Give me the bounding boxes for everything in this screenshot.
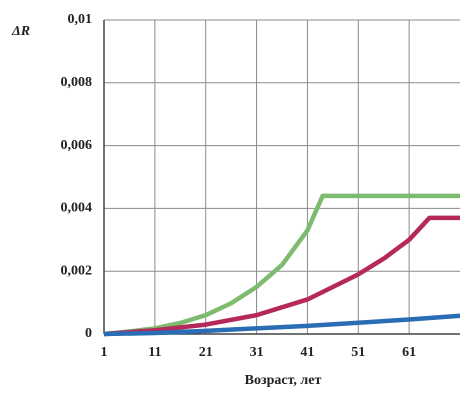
y-tick-label: 0,008 [61, 75, 93, 90]
x-tick-label: 1 [101, 345, 108, 360]
line-series [103, 313, 461, 337]
y-tick-label: 0,01 [68, 12, 93, 27]
x-tick-label: 61 [402, 345, 416, 360]
x-tick-label: 11 [148, 345, 161, 360]
y-axis-title: ΔR [11, 24, 30, 39]
x-tick-label: 41 [300, 345, 314, 360]
x-tick-label: 31 [250, 345, 264, 360]
line-series [103, 193, 460, 337]
y-tick-label: 0,006 [61, 138, 93, 153]
y-tick-label: 0,004 [61, 201, 93, 216]
x-tick-label: 51 [351, 345, 365, 360]
x-axis-title: Возраст, лет [245, 373, 322, 388]
y-tick-label: 0 [85, 326, 92, 341]
x-tick-label: 21 [199, 345, 213, 360]
y-tick-label: 0,002 [61, 263, 93, 278]
line-series [103, 215, 460, 337]
